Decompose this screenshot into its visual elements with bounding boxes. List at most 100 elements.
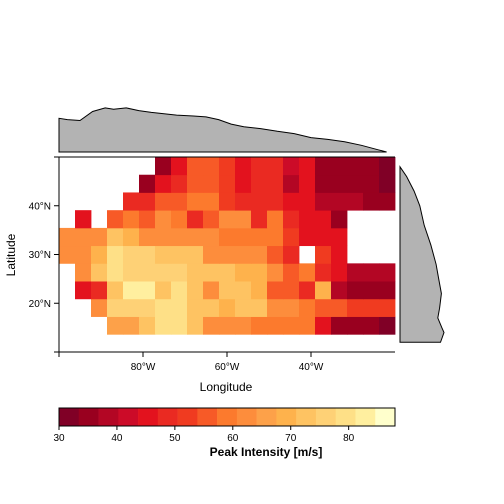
heatmap-cell	[283, 246, 299, 264]
colorbar-swatch	[118, 408, 138, 426]
heatmap-cell	[267, 246, 283, 264]
heatmap-cell	[187, 263, 203, 281]
heatmap-cell	[331, 192, 347, 210]
y-tick-label: 30°N	[29, 250, 51, 261]
heatmap-cell	[331, 246, 347, 264]
heatmap-cell	[251, 263, 267, 281]
heatmap-cell	[171, 157, 187, 175]
colorbar-tick-label: 40	[111, 433, 123, 444]
heatmap-cell	[139, 175, 155, 193]
heatmap-cell	[283, 317, 299, 335]
heatmap-cell	[155, 175, 171, 193]
heatmap-cell	[187, 317, 203, 335]
heatmap-cell	[75, 228, 91, 246]
heatmap-cell	[187, 210, 203, 228]
heatmap-cell	[315, 299, 331, 317]
heatmap-cell	[91, 281, 107, 299]
colorbar-swatch	[316, 408, 336, 426]
heatmap-cell	[139, 281, 155, 299]
heatmap-cell	[235, 228, 251, 246]
heatmap-cell	[123, 263, 139, 281]
heatmap-cell	[107, 317, 123, 335]
heatmap-cell	[187, 157, 203, 175]
heatmap-cell	[219, 263, 235, 281]
heatmap-cell	[283, 210, 299, 228]
heatmap-cell	[203, 210, 219, 228]
heatmap-cell	[251, 246, 267, 264]
heatmap-cell	[219, 228, 235, 246]
heatmap-cell	[107, 299, 123, 317]
colorbar: 30 40 50 60 70 80	[53, 408, 395, 444]
colorbar-swatch	[237, 408, 257, 426]
heatmap-cell	[75, 263, 91, 281]
y-axis-title: Latitude	[4, 233, 18, 276]
heatmap-cell	[235, 246, 251, 264]
heatmap-cell	[107, 263, 123, 281]
heatmap-cell	[91, 299, 107, 317]
heatmap-cell	[347, 281, 363, 299]
heatmap-cell	[203, 157, 219, 175]
heatmap-cell	[283, 299, 299, 317]
x-tick-label: 60°W	[215, 362, 240, 373]
heatmap-cell	[139, 192, 155, 210]
colorbar-swatch	[375, 408, 395, 426]
heatmap-cell	[251, 210, 267, 228]
heatmap-cell	[203, 317, 219, 335]
right-marginal-density	[400, 167, 444, 342]
heatmap-cell	[203, 246, 219, 264]
heatmap-cell	[219, 210, 235, 228]
heatmap-cell	[171, 246, 187, 264]
colorbar-tick-label: 70	[285, 433, 297, 444]
heatmap-cell	[379, 281, 395, 299]
heatmap-cell	[59, 228, 75, 246]
heatmap-cell	[155, 228, 171, 246]
heatmap-cell	[139, 317, 155, 335]
heatmap-cell	[299, 157, 315, 175]
heatmap-cell	[91, 228, 107, 246]
heatmap-cell	[331, 299, 347, 317]
heatmap-cell	[123, 281, 139, 299]
heatmap-cell	[187, 299, 203, 317]
heatmap-cell	[155, 299, 171, 317]
heatmap-cell	[171, 228, 187, 246]
heatmap-cell	[267, 228, 283, 246]
colorbar-title: Peak Intensity [m/s]	[210, 445, 323, 459]
heatmap-cell	[107, 281, 123, 299]
heatmap-cell	[123, 246, 139, 264]
heatmap-cell	[139, 263, 155, 281]
heatmap-cell	[171, 175, 187, 193]
heatmap-cell	[251, 192, 267, 210]
colorbar-swatch	[257, 408, 277, 426]
heatmap-cell	[203, 281, 219, 299]
colorbar-tick-label: 80	[343, 433, 355, 444]
heatmap-cell	[75, 210, 91, 228]
heatmap-cell	[91, 246, 107, 264]
colorbar-swatch	[59, 408, 79, 426]
heatmap-cell	[331, 157, 347, 175]
heatmap-cell	[379, 299, 395, 317]
heatmap-cell	[235, 175, 251, 193]
colorbar-swatch	[178, 408, 198, 426]
colorbar-swatch	[336, 408, 356, 426]
colorbar-tick-label: 60	[227, 433, 239, 444]
right-marginal-area	[400, 167, 444, 342]
heatmap-cell	[203, 192, 219, 210]
heatmap-cell	[331, 263, 347, 281]
heatmap-cell	[155, 281, 171, 299]
colorbar-tick-label: 50	[169, 433, 181, 444]
colorbar-swatch	[79, 408, 99, 426]
heatmap-cell	[123, 317, 139, 335]
heatmap-cell	[251, 299, 267, 317]
heatmap-cell	[219, 192, 235, 210]
heatmap-cell	[283, 175, 299, 193]
heatmap-cell	[123, 228, 139, 246]
heatmap-cell	[347, 157, 363, 175]
colorbar-swatch	[158, 408, 178, 426]
heatmap-cell	[171, 192, 187, 210]
heatmap-cell	[267, 175, 283, 193]
colorbar-swatch	[355, 408, 375, 426]
heatmap-cell	[171, 263, 187, 281]
heatmap-cell	[59, 246, 75, 264]
colorbar-swatch	[197, 408, 217, 426]
heatmap-cell	[347, 299, 363, 317]
